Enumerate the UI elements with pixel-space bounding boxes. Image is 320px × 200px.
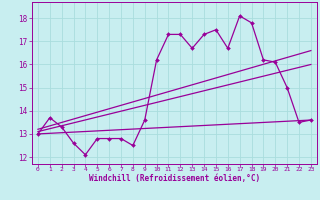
X-axis label: Windchill (Refroidissement éolien,°C): Windchill (Refroidissement éolien,°C) — [89, 174, 260, 183]
